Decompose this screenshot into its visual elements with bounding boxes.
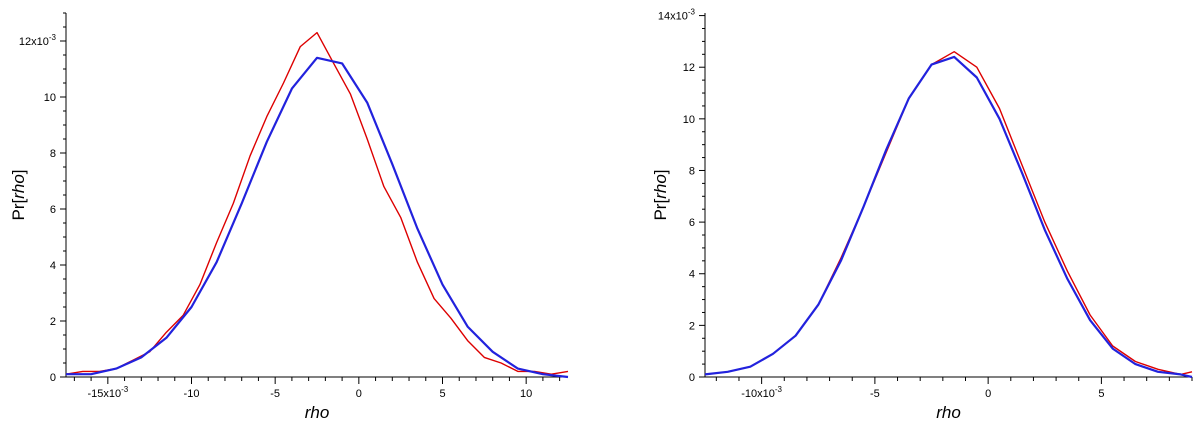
x-tick-label: 5 (1098, 388, 1104, 400)
y-tick-label-main: 2 (50, 316, 56, 328)
x-axis-label: rho (936, 403, 961, 422)
x-tick-label-main: 0 (356, 388, 362, 400)
y-tick-label-main: 4 (689, 269, 695, 281)
y-axis-label: Pr[rho] (9, 169, 28, 220)
y-tick-label: 12 (683, 62, 695, 74)
y-tick-label-main: 4 (50, 260, 56, 272)
y-axis-label-suffix: ] (9, 169, 28, 174)
x-tick-label-main: 5 (439, 388, 445, 400)
y-tick-label: 8 (50, 148, 56, 160)
x-tick-label: -10 (184, 388, 200, 400)
x-tick-label: -5 (270, 388, 280, 400)
y-tick-label-main: 6 (50, 204, 56, 216)
x-tick-label: -15x10-3 (87, 385, 128, 400)
x-tick-label-main: -10x10 (741, 388, 775, 400)
y-tick-label: 4 (689, 269, 695, 281)
x-tick-label-main: 5 (1098, 388, 1104, 400)
x-tick-label-exponent: -3 (121, 385, 129, 394)
fit-curve-line (704, 55, 1193, 379)
y-tick-label: 8 (689, 165, 695, 177)
x-tick-label-main: -15x10 (87, 388, 121, 400)
y-tick-label: 12x10-3 (19, 33, 57, 48)
y-axis-label-prefix: Pr[ (9, 199, 28, 221)
y-tick-label-main: 0 (50, 372, 56, 384)
x-tick-label-main: 0 (985, 388, 991, 400)
y-axis-label: Pr[rho] (651, 169, 670, 220)
y-tick-label-main: 14x10 (658, 11, 688, 23)
y-tick-label-exponent: -3 (688, 8, 696, 17)
y-tick-label-main: 8 (50, 148, 56, 160)
y-tick-label: 4 (50, 260, 56, 272)
y-axis-label-variable: rho (9, 174, 28, 199)
y-tick-label-main: 0 (689, 372, 695, 384)
x-tick-label-main: -5 (870, 388, 880, 400)
y-tick-label: 2 (50, 316, 56, 328)
x-tick-label: -5 (870, 388, 880, 400)
x-tick-label-exponent: -3 (775, 385, 783, 394)
x-tick-label: 0 (985, 388, 991, 400)
y-tick-label: 6 (689, 217, 695, 229)
data-series-line (704, 51, 1193, 376)
x-tick-label: -10x10-3 (741, 385, 782, 400)
y-tick-label-main: 2 (689, 320, 695, 332)
x-tick-label: 10 (520, 388, 532, 400)
data-series-line (65, 31, 569, 375)
y-tick-label: 2 (689, 320, 695, 332)
y-tick-label-exponent: -3 (49, 33, 57, 42)
y-axis-label-suffix: ] (651, 169, 670, 174)
y-tick-label: 14x10-3 (658, 8, 696, 23)
y-tick-label-main: 8 (689, 165, 695, 177)
x-tick-label-main: -5 (270, 388, 280, 400)
y-tick-label: 0 (689, 372, 695, 384)
y-tick-label-main: 6 (689, 217, 695, 229)
y-tick-label: 10 (683, 114, 695, 126)
y-tick-label-main: 10 (44, 92, 56, 104)
y-tick-label-main: 12 (683, 62, 695, 74)
fit-curve-line (66, 56, 569, 379)
x-tick-label-main: -10 (184, 388, 200, 400)
x-tick-label: 5 (439, 388, 445, 400)
y-tick-label: 0 (50, 372, 56, 384)
y-tick-label: 10 (44, 92, 56, 104)
y-tick-label-main: 10 (683, 114, 695, 126)
y-axis-label-variable: rho (651, 174, 670, 199)
x-axis-label: rho (305, 403, 330, 422)
y-tick-label: 6 (50, 204, 56, 216)
x-tick-label-main: 10 (520, 388, 532, 400)
y-tick-label-main: 12x10 (19, 36, 49, 48)
x-tick-label: 0 (356, 388, 362, 400)
chart-left: -15x10-3 -10 -5 0 5 10024681012x10-3rhoPr[rho… (9, 12, 569, 422)
y-axis-label-prefix: Pr[ (651, 199, 670, 221)
